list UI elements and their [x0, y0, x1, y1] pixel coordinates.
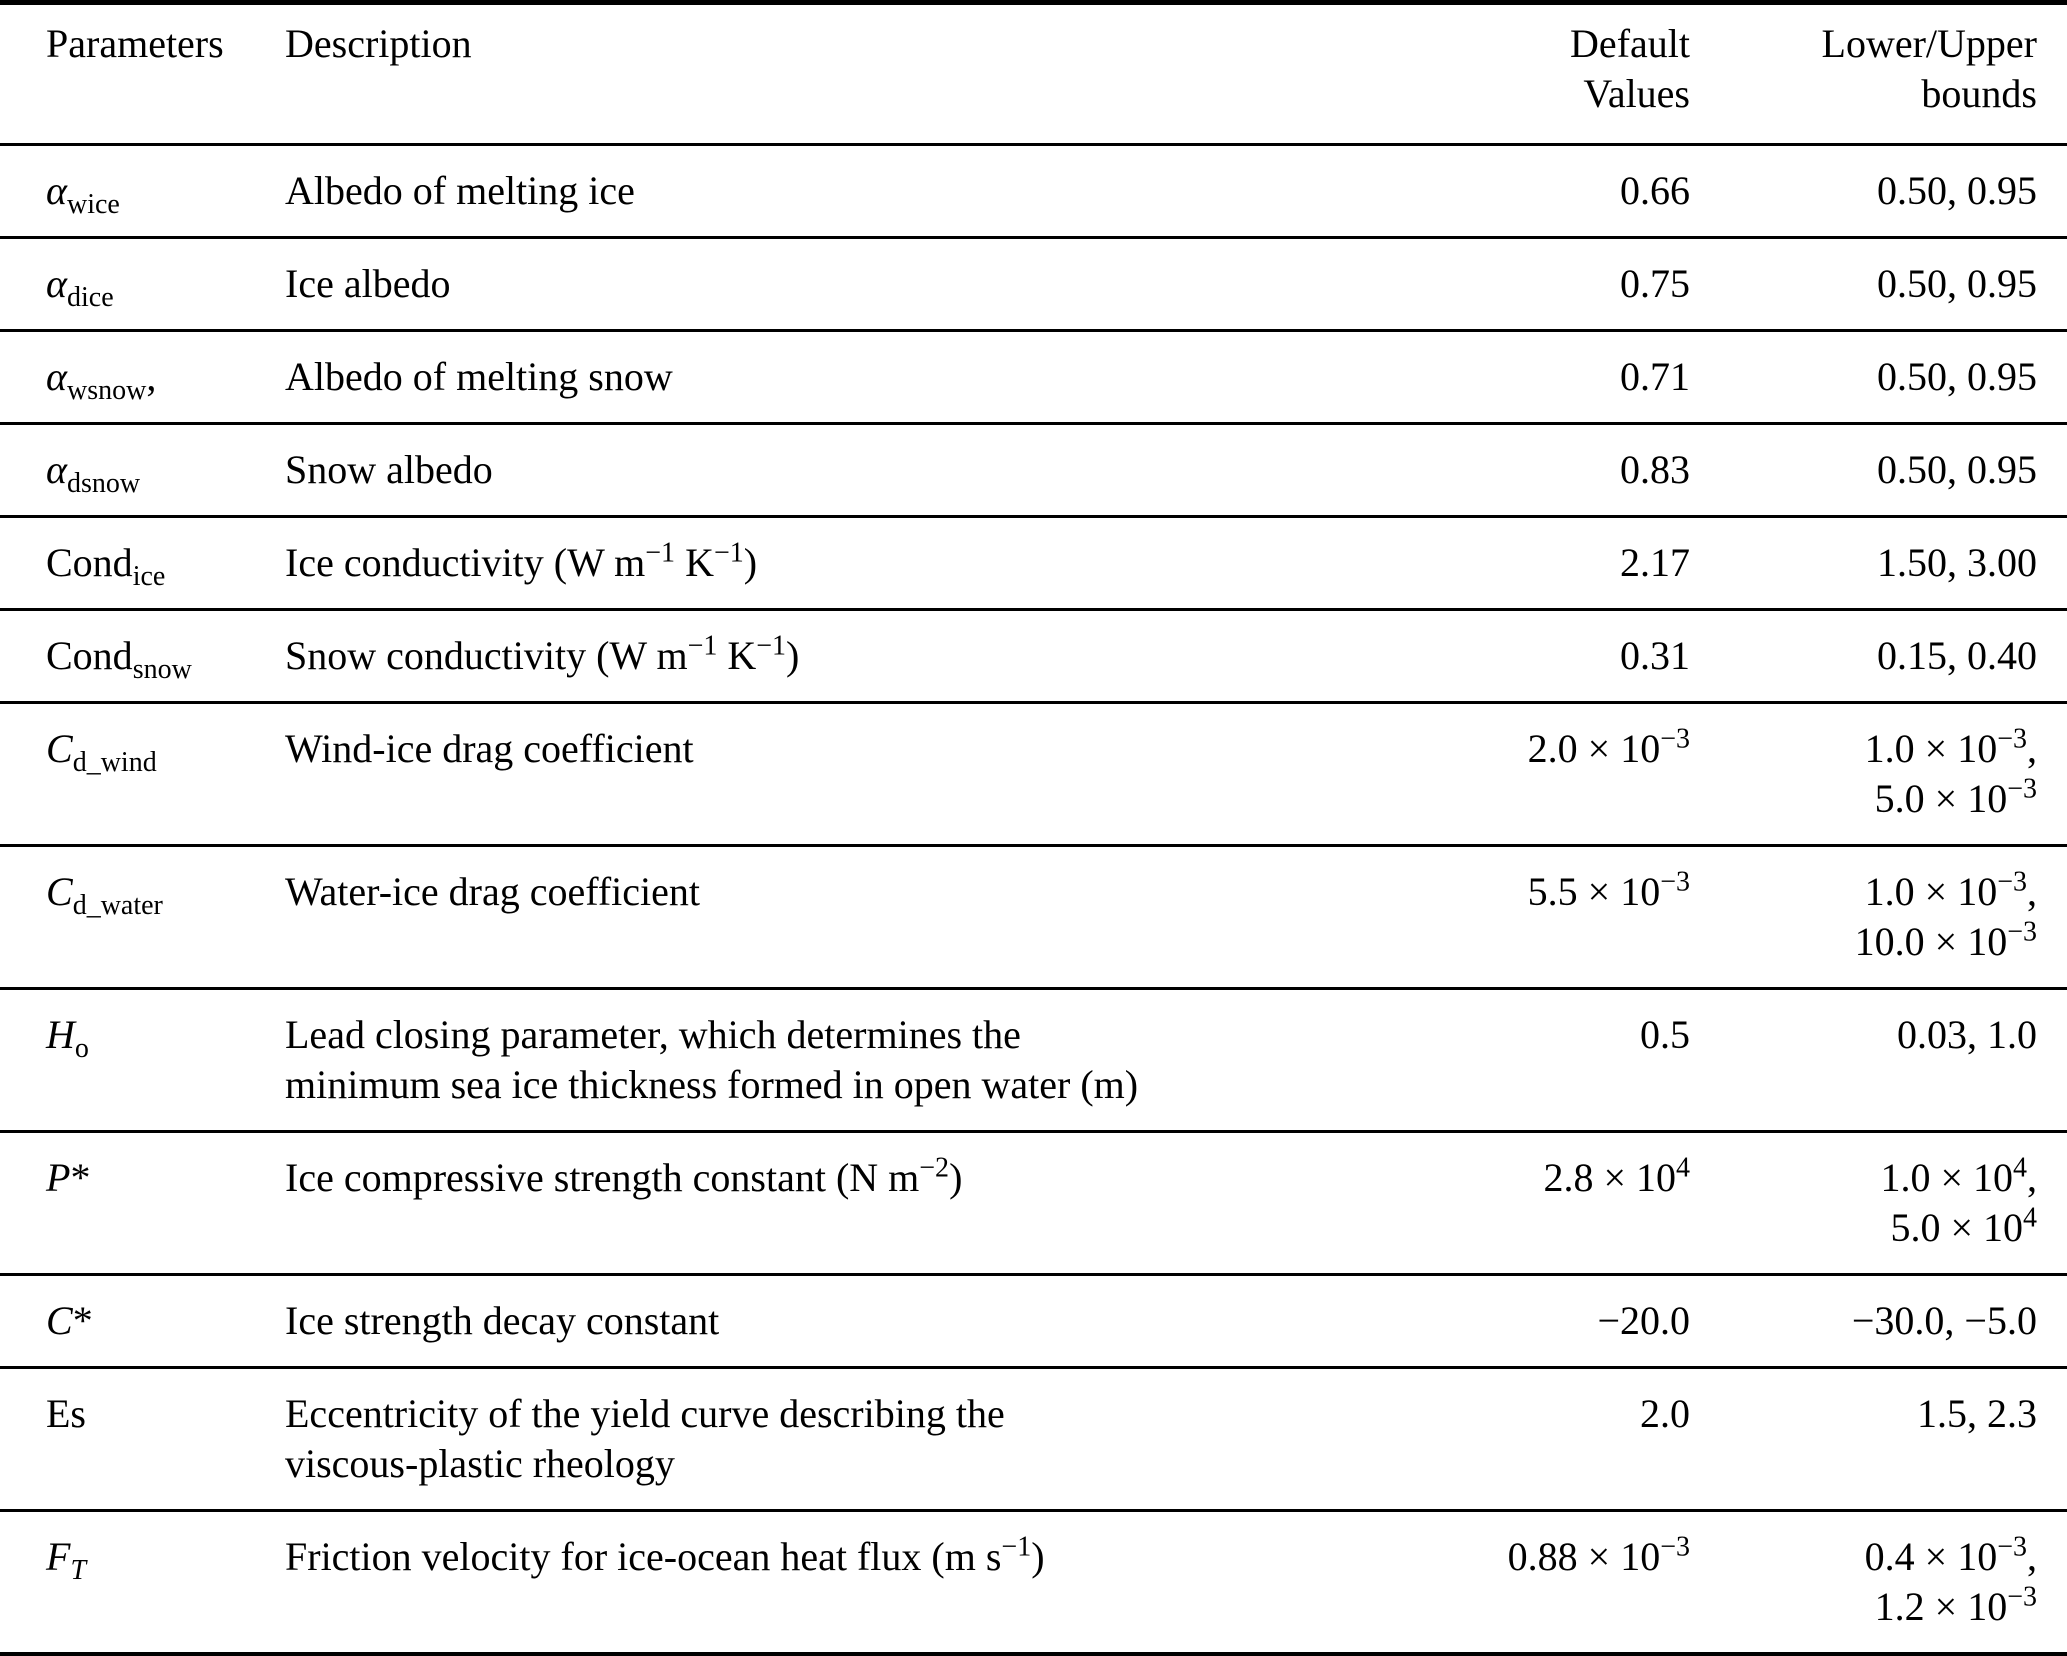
table-row: αwsnow, Albedo of melting snow 0.71 0.50…: [0, 330, 2067, 424]
default-value-cell: 2.0 × 10−3: [1527, 723, 1690, 771]
parameter-cell: αdsnow: [46, 447, 141, 499]
parameter-cell: Cd_water: [46, 869, 163, 921]
description-cell: Snow albedo: [285, 447, 493, 492]
description-cell: Friction velocity for ice-ocean heat flu…: [285, 1531, 1045, 1579]
description-cell: Snow conductivity (W m−1 K−1): [285, 630, 800, 678]
bounds-cell: 0.03, 1.0: [1897, 1012, 2037, 1057]
parameter-cell: Ho: [46, 1012, 89, 1064]
parameter-cell: FT: [46, 1534, 87, 1586]
description-cell: Eccentricity of the yield curve describi…: [285, 1391, 1005, 1486]
description-cell: Albedo of melting ice: [285, 168, 635, 213]
table-row: Ho Lead closing parameter, which determi…: [0, 988, 2067, 1132]
bounds-cell: 0.50, 0.95: [1877, 168, 2037, 213]
description-cell: Ice strength decay constant: [285, 1298, 720, 1343]
default-value-cell: 2.8 × 104: [1543, 1152, 1690, 1200]
description-cell: Water-ice drag coefficient: [285, 869, 700, 914]
table-row: FT Friction velocity for ice-ocean heat …: [0, 1510, 2067, 1655]
default-value-cell: 0.83: [1620, 447, 1690, 492]
table-row: Condice Ice conductivity (W m−1 K−1) 2.1…: [0, 516, 2067, 610]
default-value-cell: −20.0: [1597, 1298, 1690, 1343]
default-value-cell: 0.88 × 10−3: [1507, 1531, 1690, 1579]
table-row: Cd_wind Wind-ice drag coefficient 2.0 × …: [0, 702, 2067, 846]
parameter-cell: C*: [46, 1298, 93, 1343]
default-value-cell: 0.66: [1620, 168, 1690, 213]
bounds-cell: 0.50, 0.95: [1877, 354, 2037, 399]
bounds-cell: 1.0 × 10−3, 5.0 × 10−3: [1864, 723, 2037, 821]
parameter-cell: Condice: [46, 540, 166, 592]
parameter-cell: P*: [46, 1155, 91, 1200]
bounds-cell: 1.5, 2.3: [1917, 1391, 2037, 1436]
table-row: Cd_water Water-ice drag coefficient 5.5 …: [0, 845, 2067, 989]
bounds-cell: 0.4 × 10−3, 1.2 × 10−3: [1864, 1531, 2037, 1629]
description-cell: Albedo of melting snow: [285, 354, 673, 399]
parameter-cell: Cd_wind: [46, 726, 157, 778]
col-header-lower-upper-bounds-line2: bounds: [1921, 71, 2037, 116]
bounds-cell: 1.50, 3.00: [1877, 540, 2037, 585]
description-cell: Lead closing parameter, which determines…: [285, 1012, 1139, 1107]
parameter-cell: Condsnow: [46, 633, 192, 685]
default-value-cell: 2.17: [1620, 540, 1690, 585]
col-header-lower-upper-bounds: Lower/Upper bounds: [1690, 3, 2067, 145]
default-value-cell: 2.0: [1640, 1391, 1690, 1436]
table-row: C* Ice strength decay constant −20.0 −30…: [0, 1274, 2067, 1368]
default-value-cell: 0.31: [1620, 633, 1690, 678]
table-row: Condsnow Snow conductivity (W m−1 K−1) 0…: [0, 609, 2067, 703]
default-value-cell: 0.75: [1620, 261, 1690, 306]
col-header-description: Description: [285, 3, 1205, 145]
table-row: Es Eccentricity of the yield curve descr…: [0, 1367, 2067, 1511]
bounds-cell: 0.50, 0.95: [1877, 261, 2037, 306]
parameter-cell: αwice: [46, 168, 120, 220]
header-row: Parameters Description Default Values Lo…: [0, 3, 2067, 145]
description-cell: Ice conductivity (W m−1 K−1): [285, 537, 758, 585]
bounds-cell: 0.15, 0.40: [1877, 633, 2037, 678]
col-header-default-values-line2: Values: [1583, 71, 1690, 116]
description-cell: Ice compressive strength constant (N m−2…: [285, 1152, 963, 1200]
parameter-cell: αwsnow,: [46, 354, 157, 406]
table-row: P* Ice compressive strength constant (N …: [0, 1131, 2067, 1275]
col-header-default-values: Default Values: [1205, 3, 1690, 145]
col-header-description-label: Description: [285, 21, 472, 66]
table-row: αdsnow Snow albedo 0.83 0.50, 0.95: [0, 423, 2067, 517]
col-header-parameters: Parameters: [0, 3, 285, 145]
bounds-cell: 1.0 × 104, 5.0 × 104: [1880, 1152, 2037, 1250]
default-value-cell: 0.5: [1640, 1012, 1690, 1057]
table-row: αdice Ice albedo 0.75 0.50, 0.95: [0, 237, 2067, 331]
table-row: αwice Albedo of melting ice 0.66 0.50, 0…: [0, 144, 2067, 238]
default-value-cell: 0.71: [1620, 354, 1690, 399]
table-body: αwice Albedo of melting ice 0.66 0.50, 0…: [0, 144, 2067, 1655]
bounds-cell: −30.0, −5.0: [1851, 1298, 2037, 1343]
default-value-cell: 5.5 × 10−3: [1527, 866, 1690, 914]
bounds-cell: 1.0 × 10−3, 10.0 × 10−3: [1854, 866, 2037, 964]
col-header-lower-upper-bounds-line1: Lower/Upper: [1821, 21, 2037, 66]
table-header: Parameters Description Default Values Lo…: [0, 3, 2067, 145]
description-cell: Ice albedo: [285, 261, 451, 306]
col-header-parameters-label: Parameters: [46, 21, 224, 66]
col-header-default-values-line1: Default: [1570, 21, 1690, 66]
parameter-cell: αdice: [46, 261, 114, 313]
bounds-cell: 0.50, 0.95: [1877, 447, 2037, 492]
parameter-cell: Es: [46, 1391, 86, 1436]
description-cell: Wind-ice drag coefficient: [285, 726, 694, 771]
